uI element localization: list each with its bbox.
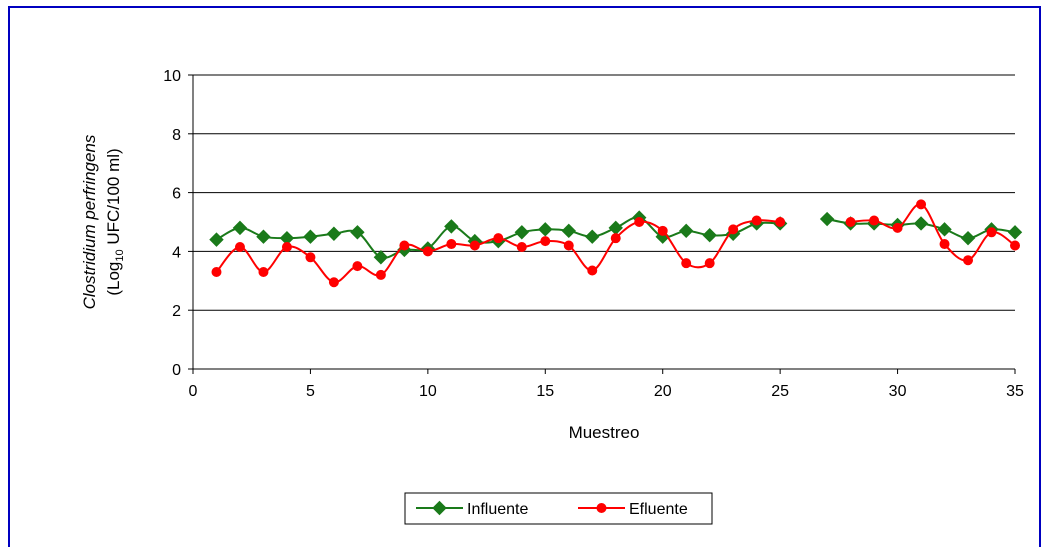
data-point-influente bbox=[913, 216, 929, 231]
data-point-efluente bbox=[469, 240, 480, 251]
x-tick-labels: 0 5 10 15 20 25 30 35 bbox=[189, 383, 1024, 400]
data-point-efluente bbox=[587, 265, 598, 276]
data-point-efluente bbox=[610, 233, 621, 244]
data-point-influente bbox=[1007, 225, 1023, 240]
legend-items: Influente Efluente bbox=[416, 500, 688, 518]
gridlines bbox=[193, 74, 1015, 311]
x-tick-label: 0 bbox=[189, 383, 198, 400]
data-point-efluente bbox=[1010, 240, 1020, 251]
plot-area bbox=[193, 75, 1015, 369]
data-point-efluente bbox=[352, 261, 363, 272]
data-point-influente bbox=[937, 222, 952, 237]
data-point-efluente bbox=[681, 258, 692, 269]
data-point-influente bbox=[514, 225, 530, 240]
legend-item-influente: Influente bbox=[416, 500, 528, 518]
y-axis-title-line1: Clostridium perfringens bbox=[80, 134, 99, 309]
data-point-efluente bbox=[939, 239, 950, 250]
data-point-efluente bbox=[751, 215, 762, 226]
y-axis-unit-suffix: UFC/100 ml) bbox=[104, 148, 123, 249]
data-point-influente bbox=[373, 250, 389, 265]
data-point-efluente bbox=[704, 258, 715, 269]
data-point-efluente bbox=[446, 239, 457, 250]
data-point-efluente bbox=[963, 255, 974, 266]
legend-item-efluente: Efluente bbox=[578, 501, 688, 518]
data-point-efluente bbox=[375, 269, 386, 280]
data-point-influente bbox=[678, 223, 694, 239]
y-axis-unit-prefix: (Log bbox=[104, 262, 123, 296]
x-tick-label: 15 bbox=[536, 383, 554, 400]
y-axis-title: Clostridium perfringens (Log10 UFC/100 m… bbox=[80, 134, 126, 309]
axes bbox=[188, 74, 1016, 374]
y-axis-unit-subscript: 10 bbox=[114, 249, 126, 261]
chart-svg: 0 5 10 15 20 25 30 35 0 2 4 6 8 10 Muestreo Clostrid… bbox=[80, 68, 1024, 525]
x-tick-label: 10 bbox=[419, 383, 437, 400]
data-point-efluente bbox=[493, 233, 504, 244]
data-point-efluente bbox=[305, 252, 316, 263]
data-point-influente bbox=[232, 220, 248, 236]
data-point-efluente bbox=[845, 217, 856, 227]
x-tick-label: 30 bbox=[889, 383, 907, 400]
data-point-influente bbox=[350, 225, 365, 240]
legend: Influente Efluente bbox=[404, 492, 713, 525]
data-point-influente bbox=[256, 229, 271, 244]
data-point-efluente bbox=[634, 217, 645, 227]
data-point-efluente bbox=[916, 199, 927, 210]
data-point-influente bbox=[702, 228, 717, 243]
legend-marker-influente bbox=[432, 500, 447, 516]
data-point-efluente bbox=[657, 225, 668, 236]
y-tick-label: 4 bbox=[172, 244, 181, 261]
legend-label-influente: Influente bbox=[467, 501, 528, 518]
y-tick-label: 6 bbox=[172, 186, 181, 203]
data-point-efluente bbox=[563, 240, 574, 251]
data-point-efluente bbox=[516, 241, 527, 252]
y-tick-label: 10 bbox=[163, 68, 181, 85]
legend-label-efluente: Efluente bbox=[629, 501, 688, 518]
data-point-efluente bbox=[399, 240, 410, 251]
y-tick-labels: 0 2 4 6 8 10 bbox=[163, 68, 181, 379]
chart-frame: 0 5 10 15 20 25 30 35 0 2 4 6 8 10 Muestreo Clostrid… bbox=[8, 6, 1041, 547]
data-point-influente bbox=[819, 211, 835, 227]
data-point-influente bbox=[538, 222, 553, 237]
data-point-efluente bbox=[281, 241, 292, 252]
data-point-efluente bbox=[775, 217, 786, 227]
y-tick-label: 0 bbox=[172, 362, 181, 379]
data-point-efluente bbox=[540, 236, 551, 247]
data-point-efluente bbox=[422, 246, 433, 257]
data-point-influente bbox=[960, 230, 976, 246]
y-axis-title-line2: (Log10 UFC/100 ml) bbox=[104, 148, 126, 295]
data-point-efluente bbox=[892, 222, 903, 233]
x-tick-label: 35 bbox=[1006, 383, 1024, 400]
data-point-efluente bbox=[728, 224, 739, 235]
x-tick-label: 20 bbox=[654, 383, 672, 400]
x-tick-label: 25 bbox=[771, 383, 789, 400]
data-point-efluente bbox=[986, 227, 997, 238]
x-axis-title: Muestreo bbox=[569, 423, 640, 442]
data-point-influente bbox=[326, 226, 342, 241]
legend-marker-efluente bbox=[596, 503, 607, 513]
data-point-influente bbox=[303, 229, 318, 244]
series-efluente bbox=[211, 199, 1020, 288]
y-tick-label: 2 bbox=[172, 303, 181, 320]
data-point-influente bbox=[561, 223, 576, 239]
data-point-influente bbox=[209, 232, 224, 247]
data-point-efluente bbox=[869, 215, 880, 226]
data-point-efluente bbox=[258, 266, 269, 277]
data-point-influente bbox=[585, 229, 600, 244]
data-point-influente bbox=[444, 219, 459, 234]
x-tick-label: 5 bbox=[306, 383, 315, 400]
data-point-efluente bbox=[234, 241, 245, 252]
y-tick-label: 8 bbox=[172, 127, 181, 144]
data-point-efluente bbox=[211, 266, 222, 277]
series-layer bbox=[209, 199, 1023, 288]
data-point-efluente bbox=[328, 277, 339, 288]
